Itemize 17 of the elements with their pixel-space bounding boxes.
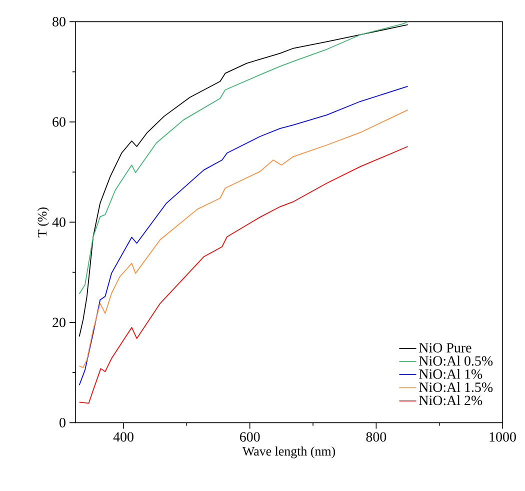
y-tick-label: 20 [52,318,66,328]
line-series [78,146,408,404]
y-tick-label: 80 [52,16,66,26]
y-tick-label: 60 [52,117,66,127]
legend-label: NiO:Al 1.5% [419,382,493,392]
y-tick-label: 40 [52,217,66,227]
x-tick-label: 1000 [490,432,516,442]
y-tick-label: 0 [60,418,66,428]
x-tick-label: 600 [240,432,260,442]
y-axis-title: T (%) [37,207,50,238]
legend-label: NiO Pure [419,343,472,352]
legend-label: NiO:Al 2% [419,395,482,406]
x-tick-label: 400 [113,432,134,442]
legend-label: NiO:Al 1% [419,368,482,379]
x-axis-title: Wave length (nm) [242,446,336,458]
legend-label: NiO:Al 0.5% [419,356,493,366]
x-tick-label: 800 [366,432,386,442]
